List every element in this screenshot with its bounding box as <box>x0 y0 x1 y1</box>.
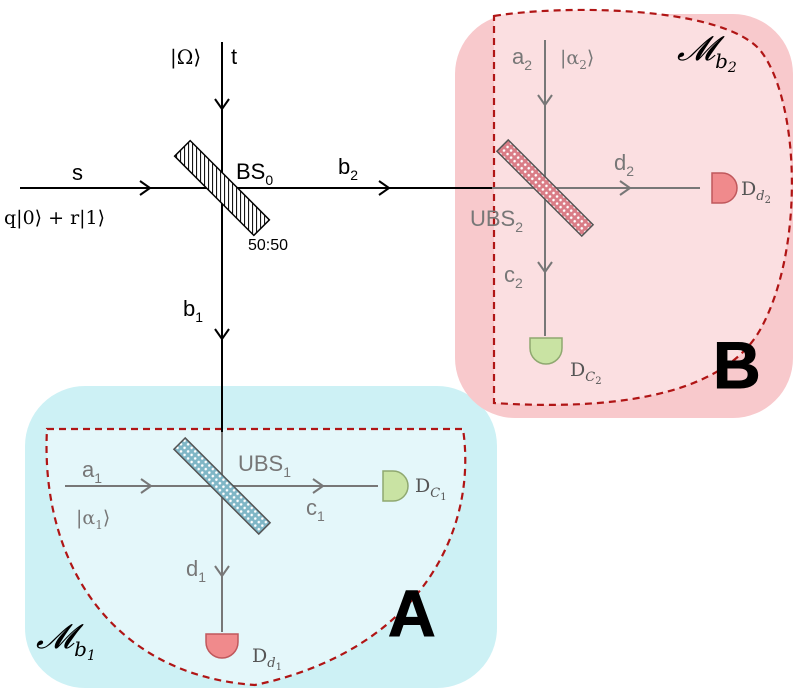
beam-splitter-ubs2 <box>495 138 595 238</box>
state-alpha2-label: |α2⟩ <box>560 47 594 72</box>
detector-d1-label: Dd1 <box>252 645 282 673</box>
beam-lines <box>20 42 492 432</box>
mode-a1-label: a1 <box>82 457 102 486</box>
detector-c2-label: DC2 <box>570 359 602 387</box>
detector-d1-icon <box>205 633 239 659</box>
source-state-label: q|0⟩ + r|1⟩ <box>4 207 105 229</box>
region-b <box>455 8 793 418</box>
arrow-a1 <box>140 478 153 494</box>
arrow-b1 <box>214 328 230 341</box>
mode-t-label: t <box>231 44 237 69</box>
arrow-s <box>139 180 152 196</box>
mode-d1-label: d1 <box>186 556 206 585</box>
ubs1-label: UBS1 <box>238 451 291 480</box>
arrow-heads <box>139 94 632 578</box>
arrow-d1 <box>214 565 230 578</box>
bs0-label: BS0 <box>236 159 273 188</box>
mode-b2-label: b2 <box>338 154 358 183</box>
detector-d2-label: Dd2 <box>741 178 771 206</box>
detector-c2-icon <box>529 337 563 365</box>
detector-c1-label: DC1 <box>415 475 447 503</box>
arrow-a2 <box>537 94 553 107</box>
beam-splitter-bs0 <box>173 139 271 237</box>
measurement-mb1-label: 𝓜b1 <box>36 617 96 664</box>
beam-splitter-ubs1 <box>172 436 272 536</box>
mode-s-label: s <box>72 160 83 185</box>
state-alpha1-label: |α1⟩ <box>76 507 110 532</box>
detector-d2-icon <box>711 172 738 204</box>
mode-b1-label: b1 <box>183 296 203 325</box>
region-a <box>25 386 497 688</box>
arrow-t <box>214 98 230 111</box>
arrow-d2 <box>619 180 632 196</box>
region-b-letter: B <box>713 328 761 402</box>
arrow-b2 <box>378 180 391 196</box>
bs0-ratio-label: 50:50 <box>248 237 288 254</box>
mode-a2-label: a2 <box>512 44 532 73</box>
mode-d2-label: d2 <box>614 150 634 179</box>
arrow-c2 <box>537 261 553 274</box>
input-state-label: |Ω⟩ <box>170 45 201 70</box>
mode-c2-label: c2 <box>504 262 523 291</box>
region-a-letter: A <box>388 576 436 650</box>
mode-c1-label: c1 <box>306 495 325 524</box>
detector-c1-icon <box>382 470 409 502</box>
arrow-c1 <box>312 478 325 494</box>
ubs2-label: UBS2 <box>470 206 523 235</box>
